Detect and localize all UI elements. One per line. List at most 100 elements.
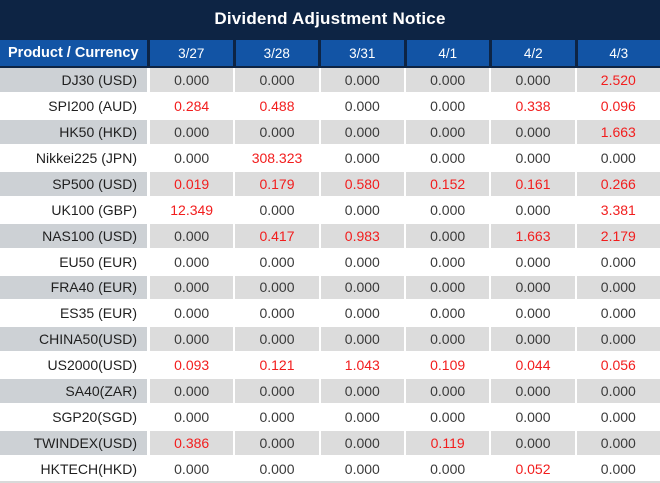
product-label: NAS100 (USD) <box>0 223 150 248</box>
dividend-value: 0.000 <box>491 405 577 430</box>
dividend-value: 0.000 <box>576 379 660 404</box>
dividend-value: 3.381 <box>576 197 660 222</box>
dividend-value: 0.386 <box>150 431 236 456</box>
table-row: NAS100 (USD) 0.000 0.417 0.983 0.000 1.663 2.1… <box>0 223 660 250</box>
dividend-value: 0.152 <box>405 171 492 196</box>
header-date: 3/31 <box>321 40 407 66</box>
dividend-value: 0.000 <box>576 405 660 430</box>
product-label: TWINDEX(USD) <box>0 431 150 456</box>
dividend-value: 0.000 <box>150 405 236 430</box>
dividend-value: 0.000 <box>150 379 236 404</box>
dividend-value: 0.000 <box>320 431 406 456</box>
table-row: UK100 (GBP) 12.349 0.000 0.000 0.000 0.000 3.3… <box>0 197 660 224</box>
dividend-value: 0.000 <box>405 249 492 274</box>
product-label: HKTECH(HKD) <box>0 457 150 481</box>
product-label: UK100 (GBP) <box>0 197 150 222</box>
dividend-value: 0.000 <box>491 197 577 222</box>
dividend-value: 0.000 <box>491 249 577 274</box>
table-row: CHINA50(USD) 0.000 0.000 0.000 0.000 0.000 0.0… <box>0 327 660 354</box>
product-label: FRA40 (EUR) <box>0 275 150 300</box>
dividend-value: 0.000 <box>320 379 406 404</box>
header-date: 4/3 <box>577 40 660 66</box>
dividend-value: 1.663 <box>576 119 660 144</box>
dividend-value: 0.000 <box>150 68 236 92</box>
product-label: HK50 (HKD) <box>0 119 150 144</box>
dividend-value: 0.338 <box>491 93 577 118</box>
table-row: FRA40 (EUR) 0.000 0.000 0.000 0.000 0.000 0.00… <box>0 275 660 302</box>
dividend-value: 0.000 <box>576 145 660 170</box>
dividend-value: 0.266 <box>576 171 660 196</box>
dividend-value: 0.000 <box>576 457 660 481</box>
header-date: 3/27 <box>150 40 236 66</box>
table-row: SP500 (USD) 0.019 0.179 0.580 0.152 0.161 0.26… <box>0 171 660 198</box>
dividend-value: 0.000 <box>320 275 406 300</box>
dividend-value: 2.520 <box>576 68 660 92</box>
dividend-value: 0.000 <box>576 249 660 274</box>
dividend-value: 0.019 <box>150 171 236 196</box>
dividend-value: 0.417 <box>235 223 321 248</box>
dividend-value: 0.179 <box>235 171 321 196</box>
dividend-value: 0.000 <box>320 68 406 92</box>
dividend-value: 0.983 <box>320 223 406 248</box>
dividend-value: 0.000 <box>491 68 577 92</box>
dividend-value: 0.000 <box>235 119 321 144</box>
dividend-value: 0.000 <box>320 119 406 144</box>
dividend-value: 0.000 <box>320 457 406 481</box>
dividend-value: 0.000 <box>405 223 492 248</box>
dividend-value: 0.000 <box>235 197 321 222</box>
table-row: SA40(ZAR) 0.000 0.000 0.000 0.000 0.000 0.000 <box>0 379 660 406</box>
product-label: US2000(USD) <box>0 353 150 378</box>
table-row: HK50 (HKD) 0.000 0.000 0.000 0.000 0.000 1.663 <box>0 119 660 146</box>
dividend-value: 1.043 <box>320 353 406 378</box>
dividend-value: 0.000 <box>491 119 577 144</box>
table-row: DJ30 (USD) 0.000 0.000 0.000 0.000 0.000 2.520 <box>0 68 660 94</box>
dividend-value: 0.000 <box>320 93 406 118</box>
dividend-value: 0.000 <box>491 431 577 456</box>
dividend-value: 0.000 <box>320 197 406 222</box>
dividend-value: 0.044 <box>491 353 577 378</box>
dividend-value: 0.000 <box>405 379 492 404</box>
dividend-value: 0.000 <box>405 327 492 352</box>
product-label: Nikkei225 (JPN) <box>0 145 150 170</box>
table-body: DJ30 (USD) 0.000 0.000 0.000 0.000 0.000 2.520… <box>0 68 660 483</box>
dividend-value: 0.109 <box>405 353 492 378</box>
dividend-value: 308.323 <box>235 145 321 170</box>
dividend-value: 0.000 <box>235 327 321 352</box>
table-row: US2000(USD) 0.093 0.121 1.043 0.109 0.044 0.05… <box>0 353 660 380</box>
dividend-value: 0.000 <box>405 457 492 481</box>
header-product-currency: Product / Currency <box>0 40 150 66</box>
dividend-value: 0.121 <box>235 353 321 378</box>
header-date: 3/28 <box>235 40 321 66</box>
table-row: HKTECH(HKD) 0.000 0.000 0.000 0.000 0.052 0.00… <box>0 457 660 483</box>
dividend-value: 0.284 <box>150 93 236 118</box>
product-label: SPI200 (AUD) <box>0 93 150 118</box>
dividend-value: 0.000 <box>150 327 236 352</box>
dividend-value: 0.000 <box>405 93 492 118</box>
product-label: CHINA50(USD) <box>0 327 150 352</box>
dividend-value: 0.000 <box>491 301 577 326</box>
page-title: Dividend Adjustment Notice <box>0 0 660 38</box>
dividend-value: 0.000 <box>235 301 321 326</box>
dividend-value: 0.000 <box>150 457 236 481</box>
dividend-value: 0.093 <box>150 353 236 378</box>
dividend-value: 12.349 <box>150 197 236 222</box>
dividend-value: 0.000 <box>235 431 321 456</box>
dividend-value: 0.000 <box>405 275 492 300</box>
table-row: SPI200 (AUD) 0.284 0.488 0.000 0.000 0.338 0.0… <box>0 93 660 120</box>
product-label: SP500 (USD) <box>0 171 150 196</box>
dividend-value: 0.000 <box>150 301 236 326</box>
dividend-value: 0.000 <box>405 145 492 170</box>
dividend-value: 0.000 <box>235 249 321 274</box>
dividend-value: 0.580 <box>320 171 406 196</box>
table-row: ES35 (EUR) 0.000 0.000 0.000 0.000 0.000 0.000 <box>0 301 660 328</box>
dividend-value: 0.096 <box>576 93 660 118</box>
dividend-value: 0.119 <box>405 431 492 456</box>
table-row: EU50 (EUR) 0.000 0.000 0.000 0.000 0.000 0.000 <box>0 249 660 276</box>
dividend-value: 0.000 <box>150 275 236 300</box>
dividend-value: 0.000 <box>491 327 577 352</box>
dividend-value: 0.000 <box>235 275 321 300</box>
dividend-value: 0.000 <box>576 327 660 352</box>
dividend-value: 0.000 <box>576 275 660 300</box>
table-row: Nikkei225 (JPN) 0.000 308.323 0.000 0.000 0.0… <box>0 145 660 172</box>
dividend-value: 0.000 <box>576 431 660 456</box>
